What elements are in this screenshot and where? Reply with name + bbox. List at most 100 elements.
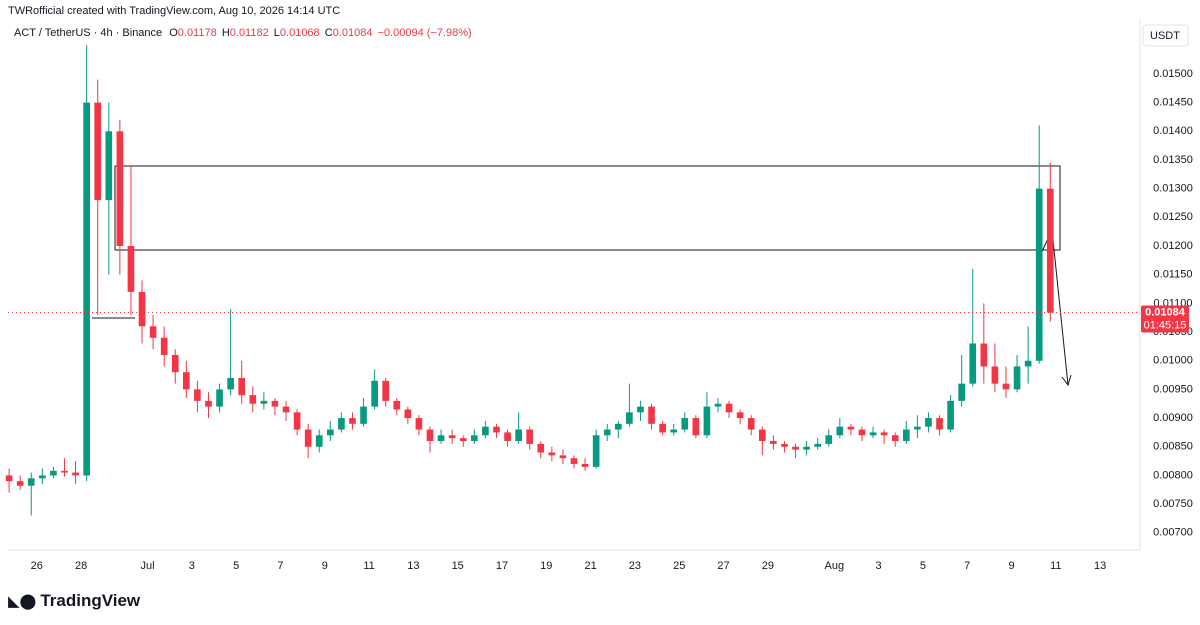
candle-body [194,389,201,401]
candle-body [1002,383,1010,390]
candle-body [803,446,810,450]
candle-body [260,400,268,404]
candle-body [338,418,345,430]
candle-body [559,455,567,459]
candle-body [537,443,545,453]
candle-body [437,435,445,442]
ohlc-label: O [169,27,178,39]
candle-body [515,429,522,442]
candle-body [725,403,733,413]
candle-body [581,463,589,467]
ohlc-value: 0.01068 [280,27,320,39]
candle-body [249,395,257,404]
candle-body [947,400,954,430]
y-tick-label: 0.00900 [1153,412,1193,424]
ohlc-value: 0.01182 [230,27,269,39]
x-tick-label: 25 [673,560,685,572]
candle-body [681,418,689,430]
candle-body [670,429,678,433]
candle-body [891,435,899,442]
candle-body [160,337,168,355]
currency-box[interactable] [1142,24,1189,47]
y-tick-label: 0.00950 [1153,383,1193,395]
symbol: ACT / TetherUS · 4h · Binance [14,27,162,39]
candle-body [1046,188,1054,313]
change: −0.00094 (−7.98%) [378,27,472,39]
candle-body [216,389,223,407]
candle-body [1013,366,1021,390]
ohlc-value: 0.01084 [333,27,373,39]
x-tick-label: 3 [876,560,882,572]
y-tick-label: 0.01350 [1153,154,1193,166]
candle-body [880,432,888,436]
candle-body [315,435,323,447]
candle-body [393,400,401,410]
x-tick-label: 11 [1050,560,1061,572]
attribution: TWRofficial created with TradingView.com… [8,5,340,17]
axes: 0.00700 0.00750 0.00800 0.00850 0.00900 0.009… [8,68,1193,572]
candle-body [858,429,866,436]
candle-body [127,245,135,292]
candle-body [991,366,999,384]
candle-body [271,400,279,407]
candle-body [714,403,722,407]
candle-body [493,426,500,433]
x-tick-label: 29 [762,560,774,572]
candle-body [747,418,755,430]
last-price-label: 0.01084 [1145,306,1186,318]
ohlc-label: L [274,27,280,39]
candle-body [5,475,13,482]
candle-body [470,435,478,442]
candle-body [914,426,921,430]
candle-body [382,380,390,401]
x-tick-label: 28 [75,560,87,572]
candle-body [149,326,157,338]
x-tick-label: 7 [964,560,970,572]
zone-rectangle [114,165,1061,251]
candle-body [293,412,301,430]
candle-body [1024,360,1032,367]
x-tick-label: 27 [717,560,729,572]
candle-body [814,443,822,447]
x-tick-label: 5 [920,560,926,572]
candle-body [980,343,988,367]
countdown: 01:45:15 [1144,319,1187,331]
x-tick-label: 9 [322,560,328,572]
y-tick-label: 0.01000 [1153,355,1193,367]
candle-body [869,432,877,436]
candle-body [415,418,423,430]
legend-line: ACT / TetherUS · 4h · Binance O0.01178 H… [14,27,472,39]
candle-body [72,472,79,476]
y-tick-label: 0.00750 [1153,498,1193,510]
candle-body [94,102,102,201]
candle-body [39,475,46,479]
candle-body [614,423,622,430]
candle-body [349,418,356,424]
candle-body [504,432,511,442]
candle-body [836,426,844,436]
candle-body [16,481,24,486]
currency[interactable]: USDT [1150,30,1180,42]
candle-body [83,102,90,476]
candle-body [27,478,35,486]
candle-body [61,470,68,473]
ohlc-label: H [222,27,230,39]
candle-body [792,446,799,450]
candle-body [648,406,655,424]
candle-body [758,429,766,442]
x-tick-label: 23 [629,560,641,572]
candle-body [50,470,57,476]
ohlc-value: 0.01178 [178,27,217,39]
candle-body [902,429,910,442]
candle-body [459,438,467,442]
last-price-box [1141,305,1189,333]
candle-body [105,131,113,201]
candle-body [371,380,378,407]
y-tick-label: 0.00850 [1153,441,1193,453]
y-tick-label: 0.01500 [1153,68,1193,80]
x-tick-label: 15 [452,560,464,572]
candle-body [227,377,234,390]
ohlc-label: C [325,27,333,39]
